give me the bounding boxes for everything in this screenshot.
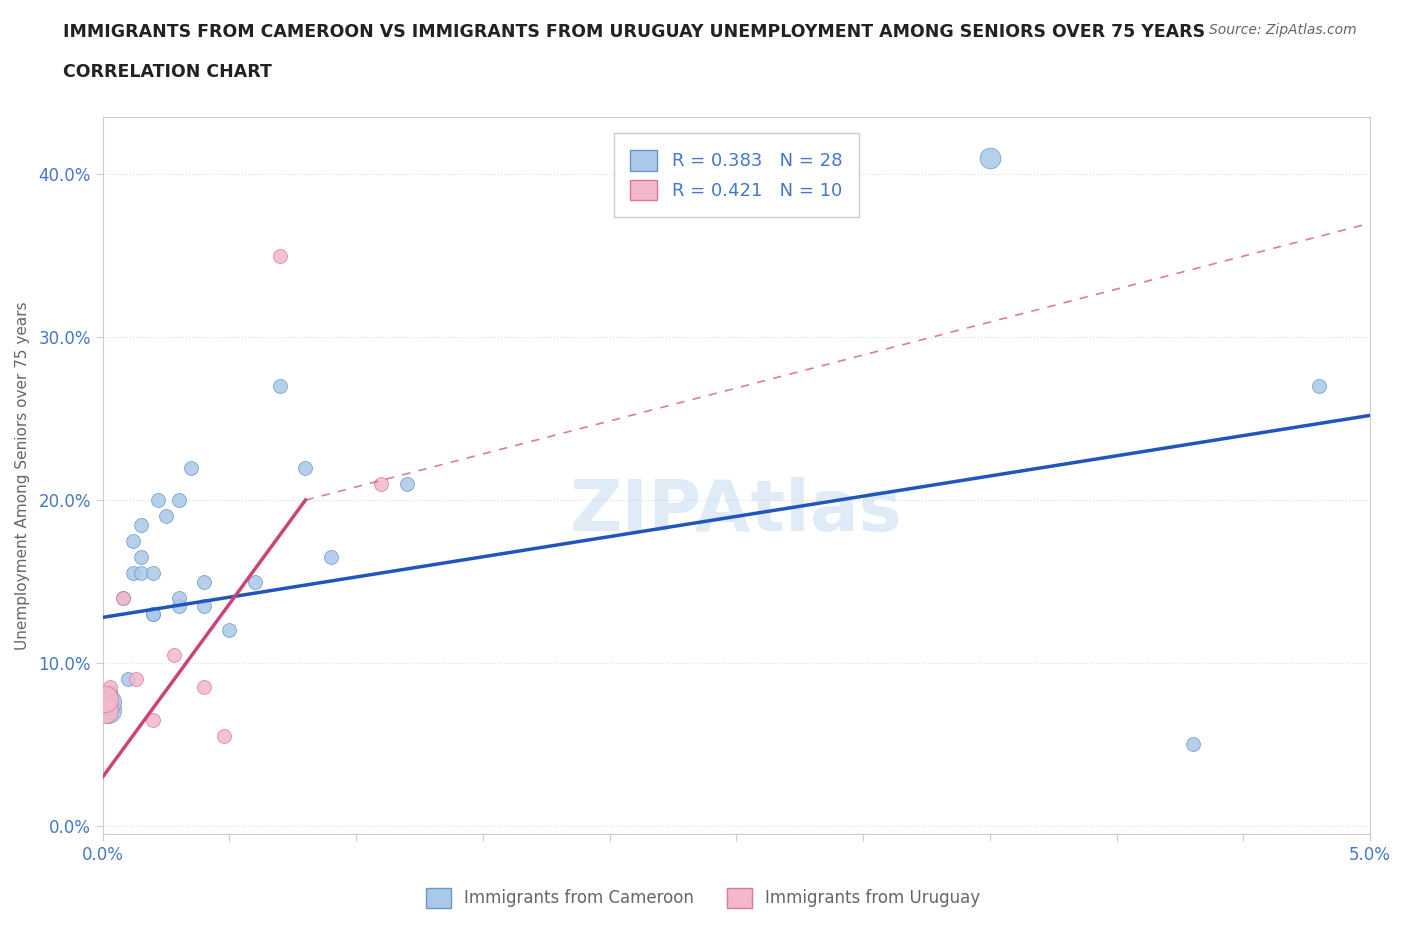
Y-axis label: Unemployment Among Seniors over 75 years: Unemployment Among Seniors over 75 years — [15, 301, 30, 650]
Point — [97, 695, 120, 710]
Text: CORRELATION CHART: CORRELATION CHART — [63, 63, 273, 81]
Point — [167, 591, 190, 605]
Point — [180, 460, 202, 475]
Point — [979, 151, 1001, 166]
Point — [142, 712, 165, 727]
Point — [94, 691, 117, 706]
Point — [111, 591, 134, 605]
Point — [94, 703, 117, 718]
Text: Source: ZipAtlas.com: Source: ZipAtlas.com — [1209, 23, 1357, 37]
Point — [98, 697, 121, 711]
Text: ZIPAtlas: ZIPAtlas — [569, 477, 903, 546]
Point — [97, 703, 120, 718]
Text: IMMIGRANTS FROM CAMEROON VS IMMIGRANTS FROM URUGUAY UNEMPLOYMENT AMONG SENIORS O: IMMIGRANTS FROM CAMEROON VS IMMIGRANTS F… — [63, 23, 1205, 41]
Point — [129, 517, 152, 532]
Point — [1308, 379, 1330, 393]
Point — [1181, 737, 1204, 751]
Point — [98, 680, 121, 695]
Point — [129, 550, 152, 565]
Legend: R = 0.383   N = 28, R = 0.421   N = 10: R = 0.383 N = 28, R = 0.421 N = 10 — [614, 134, 859, 217]
Point — [395, 476, 418, 491]
Point — [370, 476, 392, 491]
Point — [193, 599, 215, 614]
Point — [193, 680, 215, 695]
Point — [148, 493, 170, 508]
Point — [122, 534, 145, 549]
Point — [122, 566, 145, 581]
Point — [98, 684, 121, 699]
Point — [129, 566, 152, 581]
Point — [167, 493, 190, 508]
Legend: Immigrants from Cameroon, Immigrants from Uruguay: Immigrants from Cameroon, Immigrants fro… — [419, 882, 987, 914]
Point — [319, 550, 342, 565]
Point — [214, 729, 236, 744]
Point — [193, 574, 215, 589]
Point — [98, 697, 121, 711]
Point — [117, 671, 139, 686]
Point — [167, 599, 190, 614]
Point — [269, 379, 291, 393]
Point — [142, 606, 165, 621]
Point — [294, 460, 316, 475]
Point — [162, 647, 184, 662]
Point — [243, 574, 266, 589]
Point — [111, 591, 134, 605]
Point — [155, 509, 177, 524]
Point — [218, 623, 240, 638]
Point — [142, 566, 165, 581]
Point — [124, 671, 146, 686]
Point — [142, 606, 165, 621]
Point — [269, 248, 291, 263]
